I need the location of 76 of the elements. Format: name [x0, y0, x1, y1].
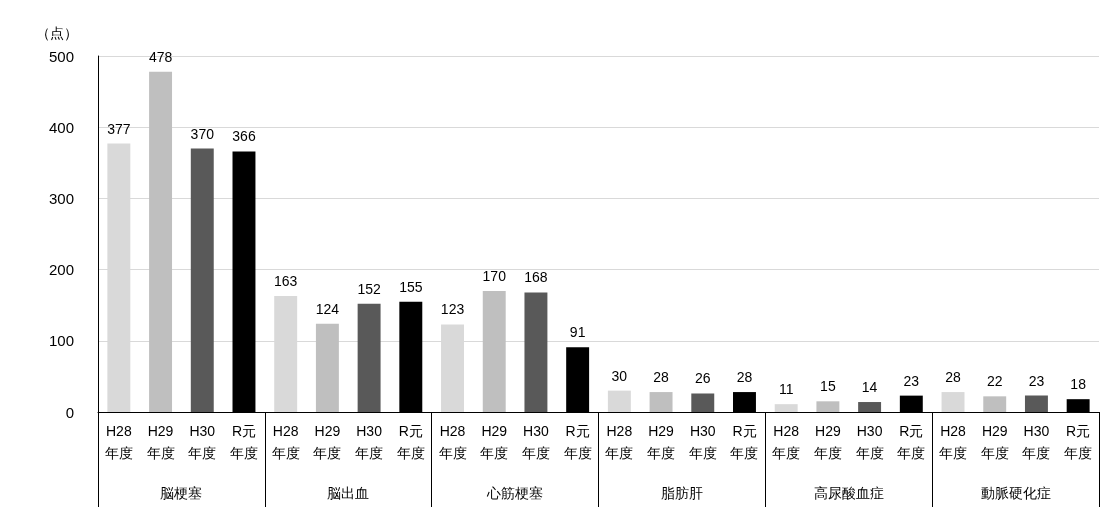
y-axis-title: （点）: [36, 25, 78, 41]
text: H29年度: [813, 423, 842, 461]
text: R元年度: [229, 423, 258, 461]
data-label: 26: [694, 370, 711, 387]
bar: [691, 393, 715, 412]
text: H29年度: [980, 423, 1009, 461]
y-tick-label: 300: [48, 189, 74, 207]
text: H29年度: [146, 423, 175, 461]
bar: [149, 71, 173, 412]
data-label: 124: [315, 300, 340, 317]
text: R元年度: [1064, 423, 1093, 461]
text: H29年度: [480, 423, 509, 461]
text: H28年度: [939, 423, 968, 461]
y-tick-label: 400: [48, 118, 74, 136]
y-tick-label: 500: [48, 47, 74, 65]
data-label: 168: [524, 269, 548, 286]
bar: [482, 290, 506, 412]
text: R元年度: [730, 423, 759, 461]
bar: [649, 392, 673, 412]
bar: [941, 392, 965, 412]
text: H30年度: [521, 423, 550, 461]
bar: [983, 396, 1007, 412]
data-label: 14: [861, 379, 878, 396]
data-label: 30: [611, 367, 628, 384]
data-label: 366: [232, 128, 256, 145]
bar: [1024, 395, 1048, 412]
text: H30年度: [188, 423, 217, 461]
x-tick-label: 脳梗塞: [160, 485, 203, 501]
series-label: H30年度: [355, 423, 384, 461]
x-tick-label: 高尿酸血症: [813, 485, 884, 501]
data-label: 370: [190, 125, 215, 142]
data-label: 155: [399, 278, 423, 295]
data-label: 23: [903, 372, 920, 389]
data-label: 18: [1070, 376, 1087, 393]
text: H30年度: [855, 423, 884, 461]
text: R元年度: [897, 423, 926, 461]
text: R元年度: [563, 423, 592, 461]
y-tick-label: 100: [48, 332, 74, 350]
text: H28年度: [605, 423, 634, 461]
series-label: R元年度: [396, 423, 425, 461]
bar: [190, 148, 214, 412]
data-label: 28: [736, 369, 753, 386]
data-label: 478: [148, 48, 173, 65]
y-tick-label: 200: [48, 261, 74, 279]
data-label: 15: [820, 378, 836, 395]
bar: [357, 303, 381, 412]
data-label: 11: [778, 381, 794, 398]
bar: [524, 292, 548, 412]
series-label: H29年度: [313, 423, 342, 461]
data-label: 170: [482, 267, 507, 284]
text: H30年度: [1022, 423, 1051, 461]
bar: [607, 390, 631, 412]
bar: [858, 402, 882, 412]
bar: [315, 323, 339, 412]
data-label: 152: [357, 280, 381, 297]
text: H28年度: [104, 423, 133, 461]
data-label: 28: [945, 369, 962, 386]
x-tick-label: 動脈硬化症: [980, 485, 1051, 501]
x-tick-label: 脳出血: [327, 485, 370, 501]
data-label: 91: [569, 324, 586, 341]
data-label: 22: [986, 373, 1003, 390]
data-label: 23: [1028, 372, 1045, 389]
text: H30年度: [688, 423, 717, 461]
text: H29年度: [647, 423, 676, 461]
text: H28年度: [772, 423, 801, 461]
y-tick-label: 0: [65, 403, 74, 421]
bar: [816, 401, 840, 412]
text: H28年度: [438, 423, 467, 461]
series-label: H28年度: [271, 423, 300, 461]
data-label: 123: [440, 301, 465, 318]
data-label: 28: [653, 369, 670, 386]
x-tick-label: 心筋梗塞: [486, 485, 544, 501]
data-label: 163: [274, 272, 298, 289]
data-label: 377: [107, 120, 131, 137]
bar: [774, 404, 798, 412]
x-tick-label: 脂肪肝: [660, 485, 703, 501]
